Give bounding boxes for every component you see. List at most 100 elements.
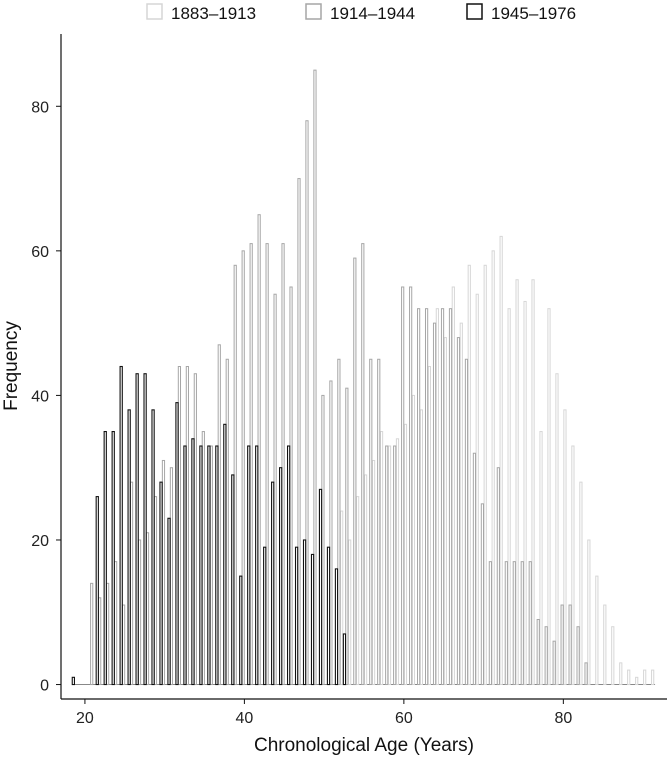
bar <box>584 662 588 686</box>
legend-swatch-1883-1913 <box>146 3 163 20</box>
bar <box>313 69 317 686</box>
bar <box>496 467 500 686</box>
bar <box>127 409 131 686</box>
legend-swatch-1914-1944 <box>305 3 322 20</box>
x-tick-label: 20 <box>76 710 94 727</box>
bar <box>151 409 155 686</box>
bar <box>528 561 532 686</box>
bar <box>71 676 76 686</box>
series-1945-1976 <box>71 365 347 686</box>
x-tick-label: 60 <box>395 710 413 727</box>
bar <box>143 373 147 686</box>
bar <box>334 568 339 686</box>
bar <box>512 561 516 686</box>
bar <box>619 662 623 686</box>
bar <box>371 459 376 686</box>
bar <box>353 257 357 686</box>
bar <box>395 438 400 686</box>
bar <box>504 561 508 686</box>
bar <box>507 308 511 686</box>
bar <box>635 676 639 686</box>
bar <box>379 431 384 686</box>
bar <box>281 243 285 686</box>
bar <box>297 178 301 686</box>
legend-label-1883-1913: 1883–1913 <box>171 4 256 23</box>
bar <box>279 467 283 686</box>
bar <box>643 669 647 686</box>
bar <box>448 308 453 686</box>
bar <box>417 308 421 686</box>
legend-item-1883-1913: 1883–1913 <box>146 3 256 23</box>
bar <box>175 402 179 686</box>
bar <box>611 626 615 686</box>
bar <box>207 445 211 686</box>
legend: 1883–1913 1914–1944 1945–1976 <box>146 3 576 23</box>
y-tick-label: 60 <box>31 244 49 261</box>
bar <box>443 337 447 686</box>
bar <box>475 293 479 686</box>
bar <box>191 438 195 686</box>
bar <box>579 481 583 686</box>
bar <box>302 539 307 686</box>
bar <box>440 308 445 686</box>
y-axis-title: Frequency <box>1 321 22 411</box>
bar <box>523 300 527 686</box>
bar <box>491 250 495 686</box>
bar <box>135 373 139 686</box>
x-axis-ticks: 20 40 60 80 <box>76 699 572 727</box>
bar <box>432 322 437 686</box>
bar <box>515 279 519 686</box>
bar <box>223 423 227 686</box>
bar <box>595 575 599 686</box>
bar <box>305 120 309 686</box>
bar <box>215 445 219 686</box>
bar <box>576 626 580 686</box>
bar <box>459 322 463 686</box>
bar <box>563 409 567 686</box>
bar <box>403 423 408 686</box>
bar <box>90 582 94 686</box>
bar <box>294 546 299 686</box>
bar <box>424 308 429 686</box>
y-tick-label: 0 <box>40 678 49 695</box>
legend-item-1945-1976: 1945–1976 <box>466 3 576 23</box>
bar <box>103 430 107 686</box>
bar <box>361 243 365 686</box>
bar <box>480 503 485 686</box>
bar <box>456 337 461 686</box>
y-axis-ticks: 0 20 40 60 80 <box>31 99 61 695</box>
bar <box>587 539 591 686</box>
bar <box>286 445 291 686</box>
bar <box>369 358 373 686</box>
bar <box>520 561 524 686</box>
bar <box>499 235 503 686</box>
y-tick-label: 80 <box>31 99 49 116</box>
series-1914-1944 <box>90 69 588 686</box>
legend-swatch-1945-1976 <box>466 3 483 20</box>
bar <box>265 243 269 686</box>
bar <box>483 264 487 686</box>
bar <box>571 445 575 686</box>
bar <box>241 250 245 686</box>
bar <box>393 445 397 686</box>
y-tick-label: 20 <box>31 533 49 550</box>
bar <box>385 445 389 686</box>
bar <box>651 669 655 686</box>
bar <box>377 358 381 686</box>
bar <box>337 358 341 686</box>
bar <box>329 380 333 686</box>
bar <box>159 481 163 686</box>
bar <box>427 366 431 686</box>
bar <box>340 510 344 686</box>
bar <box>531 279 535 686</box>
bar <box>239 575 243 686</box>
bar <box>318 488 323 686</box>
bar <box>271 481 275 686</box>
bar <box>552 640 556 686</box>
series-1883-1913 <box>340 235 655 686</box>
bar <box>364 474 368 686</box>
bar <box>119 365 123 686</box>
bar <box>544 626 548 686</box>
bar <box>348 539 352 686</box>
